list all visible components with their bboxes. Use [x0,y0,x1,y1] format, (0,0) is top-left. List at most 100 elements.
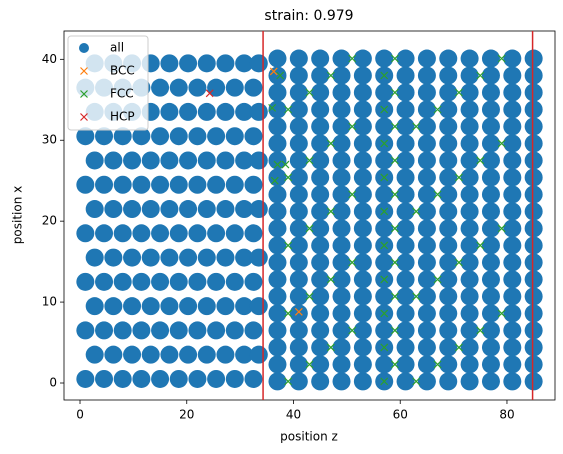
point [141,248,160,267]
point [113,321,132,340]
marker-x [497,224,506,233]
point [439,83,458,102]
point [225,127,244,146]
point [417,202,436,221]
point [417,372,436,391]
point [311,355,330,374]
point [289,236,308,255]
point [268,270,287,289]
point [439,236,458,255]
point [439,100,458,119]
point [375,83,394,102]
point [353,168,372,187]
point [481,117,500,136]
point [311,236,330,255]
marker-x [348,258,357,267]
point [503,287,522,306]
marker-x [476,156,485,165]
point [417,117,436,136]
point [311,304,330,323]
point [332,66,351,85]
point [396,321,415,340]
point [95,224,114,243]
marker-x [433,360,442,369]
point [439,219,458,238]
legend-marker [79,43,89,53]
point [503,219,522,238]
point [396,236,415,255]
point [353,185,372,204]
point [460,185,479,204]
point [311,202,330,221]
marker-x [268,103,277,112]
point [332,270,351,289]
point [503,321,522,340]
point [268,236,287,255]
point [85,151,104,170]
point [481,66,500,85]
point [460,253,479,272]
point [503,151,522,170]
point [244,321,263,340]
point [332,372,351,391]
point [268,372,287,391]
point [123,345,142,364]
marker-x [390,122,399,131]
point [524,338,543,357]
point [268,134,287,153]
point [353,151,372,170]
marker-x [497,139,506,148]
point [375,151,394,170]
point [396,372,415,391]
marker-x [497,54,506,63]
point [375,253,394,272]
point [268,355,287,374]
point [332,134,351,153]
point [503,134,522,153]
point [375,287,394,306]
point [289,287,308,306]
legend: all BCC FCC HCP [67,35,149,131]
point [268,338,287,357]
point [95,127,114,146]
point [207,175,226,194]
point [396,49,415,68]
point [503,49,522,68]
point [311,185,330,204]
point [439,270,458,289]
point [95,175,114,194]
point [417,100,436,119]
point [524,253,543,272]
point [311,321,330,340]
point [160,248,179,267]
point [249,248,268,267]
point [76,369,95,388]
point [460,321,479,340]
point [188,224,207,243]
point [332,219,351,238]
point [225,175,244,194]
marker-x [380,71,389,80]
point [188,369,207,388]
point [151,127,170,146]
point [524,168,543,187]
point [188,175,207,194]
point [268,100,287,119]
legend-label: all [110,41,124,55]
point [503,185,522,204]
point [332,321,351,340]
marker-x [348,54,357,63]
point [481,219,500,238]
point [160,151,179,170]
point [160,200,179,219]
point [332,49,351,68]
point [132,321,151,340]
axes-frame [63,30,556,401]
point [417,287,436,306]
point [289,49,308,68]
marker-x [497,309,506,318]
x-tick-label: 20 [179,408,194,422]
point [85,345,104,364]
marker-x [380,173,389,182]
point [249,54,268,73]
